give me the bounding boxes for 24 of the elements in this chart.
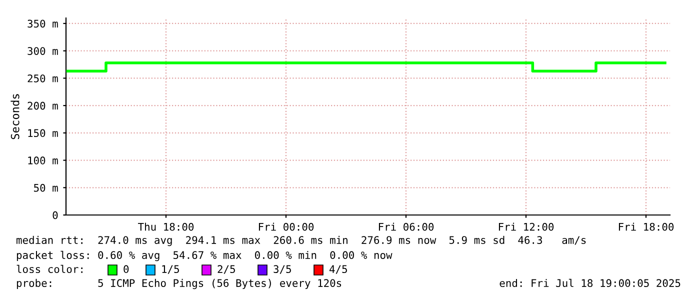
x-tick-label: Fri 06:00 bbox=[378, 222, 434, 231]
y-axis-title: Seconds bbox=[10, 94, 20, 140]
legend-label: 3/5 bbox=[274, 265, 291, 274]
y-tick-label: 300 m bbox=[28, 47, 58, 55]
y-tick-label: 250 m bbox=[28, 74, 58, 82]
text: packet loss: 0.60 % avg 54.67 % max 0.00 % min 0.00 % now bbox=[16, 250, 392, 262]
x-tick-label: Fri 12:00 bbox=[498, 222, 554, 231]
text: end: Fri Jul 18 19:00:05 2025 bbox=[500, 278, 680, 288]
legend-label: 2/5 bbox=[218, 265, 235, 274]
legend-label: 4/5 bbox=[330, 265, 347, 274]
x-tick-label: Thu 18:00 bbox=[138, 222, 194, 231]
legend-label: 1/5 bbox=[162, 265, 179, 274]
y-tick-label: 200 m bbox=[28, 102, 58, 110]
x-tick-label: Fri 00:00 bbox=[258, 222, 314, 231]
y-tick-label: 100 m bbox=[28, 156, 58, 164]
legend-label: 0 bbox=[124, 265, 129, 274]
x-tick-label: Fri 18:00 bbox=[618, 222, 674, 231]
legend-title: loss color: bbox=[16, 264, 82, 274]
text: probe: 5 ICMP Echo Pings (56 Bytes) every 120s bbox=[16, 278, 342, 290]
y-tick-label: 350 m bbox=[28, 20, 58, 28]
text: median rtt: 274.0 ms avg 294.1 ms max 260.6 ms min 276.9 ms now 5.9 ms sd 46.3 am/s bbox=[16, 236, 586, 246]
y-tick-label: 50 m bbox=[34, 184, 58, 192]
y-tick-label: 0 bbox=[52, 211, 58, 220]
y-tick-label: 150 m bbox=[28, 129, 58, 138]
